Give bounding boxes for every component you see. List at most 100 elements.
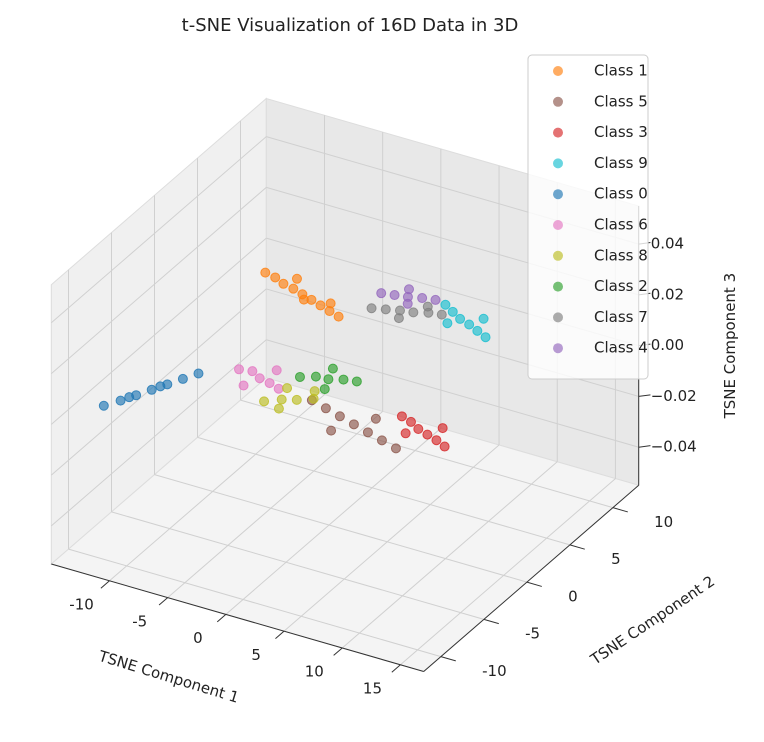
- point: [291, 394, 302, 405]
- grid-line: [197, 436, 571, 546]
- tick-mark: [158, 597, 169, 606]
- grid-line: [266, 339, 639, 448]
- point: [264, 378, 275, 389]
- x-tick-label: 0: [193, 629, 203, 647]
- axis-line: [423, 484, 640, 672]
- grid-line: [283, 444, 500, 632]
- x-tick-label: -10: [69, 595, 94, 613]
- y-tick-label: 10: [654, 513, 673, 531]
- grid-line: [68, 548, 442, 658]
- z-tick-label: −0.04: [651, 438, 697, 456]
- legend-marker: [553, 96, 563, 107]
- point: [276, 394, 287, 405]
- z-tick-label: −0.02: [651, 387, 697, 405]
- tick-mark: [216, 614, 227, 623]
- point: [124, 392, 135, 403]
- point: [478, 313, 489, 324]
- point: [234, 364, 245, 375]
- point: [323, 374, 334, 385]
- point: [390, 443, 401, 454]
- tick-mark: [612, 507, 628, 513]
- grid-line: [240, 399, 614, 509]
- grid-line: [50, 136, 267, 324]
- grid-line: [50, 237, 267, 425]
- legend-label: Class 7: [594, 308, 648, 326]
- point: [288, 283, 299, 294]
- point: [259, 396, 270, 407]
- grid-line: [341, 461, 558, 649]
- y-tick-label: 5: [611, 550, 621, 568]
- point: [402, 298, 413, 309]
- point: [380, 304, 391, 315]
- point: [442, 318, 453, 329]
- x-tick-label: 10: [305, 663, 324, 681]
- x-axis-label: TSNE Component 1: [96, 647, 241, 707]
- point: [480, 332, 491, 343]
- point: [260, 267, 271, 278]
- point: [366, 303, 377, 314]
- point: [440, 299, 451, 310]
- legend-label: Class 1: [594, 62, 648, 80]
- tick-mark: [100, 580, 110, 589]
- point: [362, 427, 373, 438]
- point: [408, 307, 419, 318]
- point: [327, 363, 338, 374]
- legend-label: Class 5: [594, 92, 648, 110]
- point: [98, 400, 109, 411]
- legend-label: Class 4: [594, 339, 648, 357]
- tick-mark: [638, 445, 651, 448]
- z-axis-label: TSNE Component 3: [721, 273, 739, 420]
- point: [291, 273, 302, 284]
- point: [193, 368, 204, 379]
- tick-mark: [526, 581, 542, 587]
- grid-line: [50, 186, 267, 374]
- point: [155, 381, 166, 392]
- z-tick-label: 0.04: [651, 235, 684, 253]
- point: [115, 395, 126, 406]
- point: [338, 374, 349, 385]
- grid-line: [154, 474, 528, 583]
- tick-mark: [569, 544, 585, 550]
- y-axis-label: TSNE Component 2: [586, 572, 718, 669]
- point: [436, 309, 447, 320]
- point: [334, 411, 345, 422]
- point: [348, 419, 359, 430]
- legend-marker: [553, 66, 563, 76]
- point: [326, 425, 337, 436]
- legend-marker: [553, 343, 563, 354]
- point: [422, 301, 433, 312]
- point: [405, 416, 416, 427]
- axis-line: [51, 563, 424, 672]
- point: [370, 413, 381, 424]
- point: [400, 428, 411, 439]
- grid-line: [111, 511, 485, 620]
- tick-mark: [275, 630, 285, 640]
- point: [238, 380, 249, 391]
- point: [319, 384, 330, 395]
- y-tick-label: -10: [482, 662, 507, 680]
- point: [430, 294, 441, 305]
- point: [403, 284, 414, 295]
- point: [439, 441, 450, 452]
- point: [298, 294, 309, 305]
- tick-mark: [638, 394, 651, 397]
- point: [273, 403, 284, 414]
- point: [431, 435, 442, 446]
- point: [422, 429, 433, 440]
- chart-title: t-SNE Visualization of 16D Data in 3D: [182, 15, 519, 36]
- point: [396, 411, 407, 422]
- legend-label: Class 9: [594, 154, 648, 172]
- grid-line: [225, 427, 442, 615]
- y-tick-label: 0: [568, 587, 578, 605]
- legend-marker: [553, 189, 563, 200]
- x-tick-label: 15: [363, 679, 382, 697]
- point: [278, 278, 289, 289]
- point: [294, 371, 305, 382]
- point: [309, 386, 320, 397]
- point: [437, 423, 448, 434]
- point: [447, 306, 458, 317]
- legend-marker: [553, 127, 563, 138]
- legend-label: Class 3: [594, 123, 648, 141]
- point: [310, 371, 321, 382]
